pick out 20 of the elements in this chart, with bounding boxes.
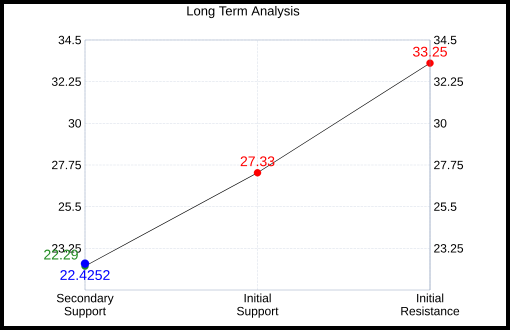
y2-tick-label: 25.5 <box>434 202 456 211</box>
y2-tick-label: 32.25 <box>434 77 464 86</box>
y-tick-label: 27.75 <box>52 160 81 170</box>
y2-tick-label: 27.75 <box>434 160 464 170</box>
y2-tick-label: 34.5 <box>434 36 456 44</box>
y-tick-label: 25.5 <box>58 202 81 211</box>
y2-tick-label: 23.25 <box>434 244 464 253</box>
data-label: 27.33 <box>240 156 274 166</box>
y-tick-label: 30 <box>68 119 82 128</box>
x-tick-label: Initial Support <box>237 294 278 318</box>
data-label: 22.4252 <box>60 270 110 280</box>
x-tick-label: Initial Resistance <box>401 294 460 316</box>
y2-tick-label: 30 <box>434 119 446 128</box>
chart-title: Long Term Analysis <box>187 6 300 18</box>
point <box>80 259 90 268</box>
x-tick-label: Secondary Support <box>56 294 114 318</box>
data-label: 33.25 <box>413 46 447 57</box>
y-tick-label: 32.25 <box>52 77 81 86</box>
y-tick-label: 34.5 <box>58 36 81 44</box>
point <box>254 169 262 176</box>
